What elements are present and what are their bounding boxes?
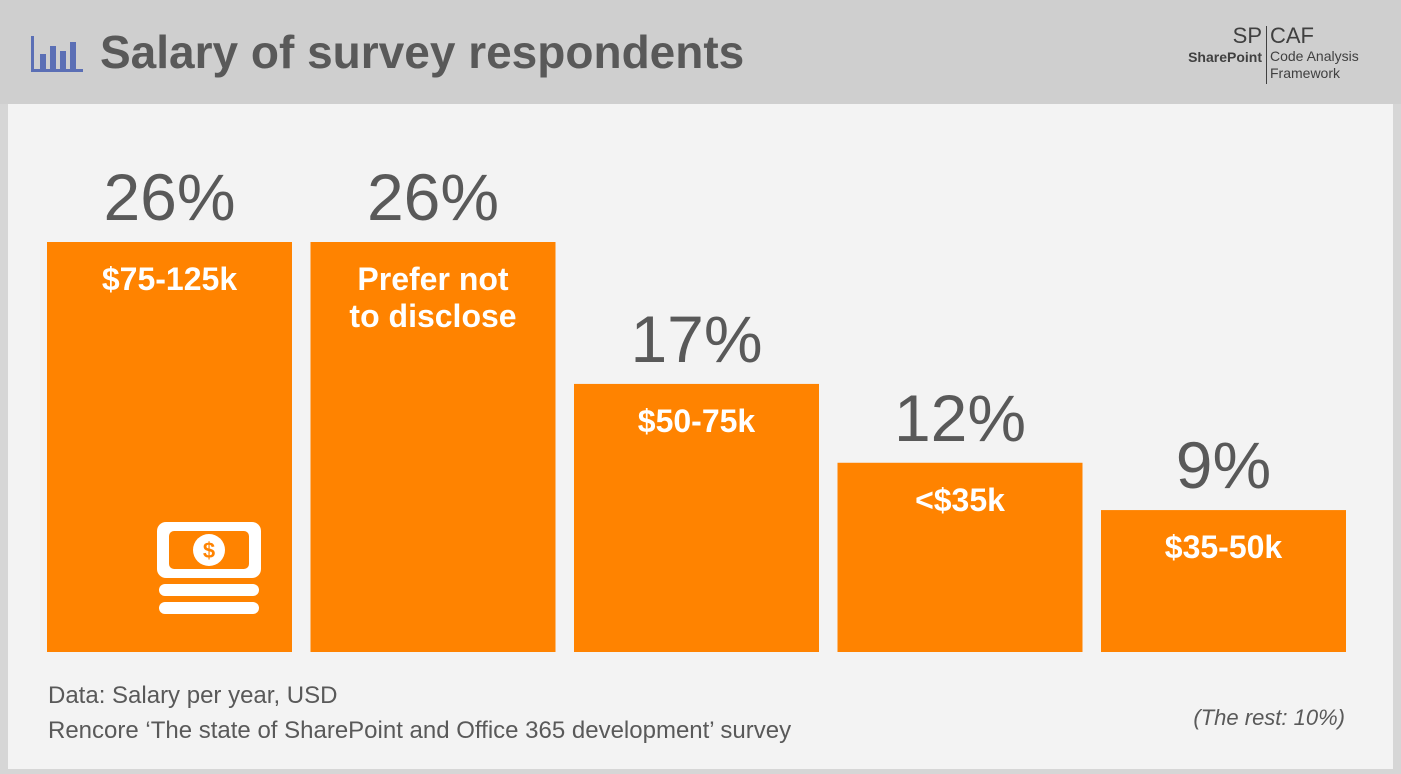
- bar: [574, 383, 819, 652]
- source-note: Rencore ‘The state of SharePoint and Off…: [48, 717, 792, 744]
- rest-note: (The rest: 10%): [1193, 705, 1345, 730]
- bar-value-label: 9%: [1176, 428, 1271, 502]
- logo-right: CAF Code Analysis Framework: [1270, 24, 1359, 82]
- bar-category-label: Prefer not: [357, 261, 508, 297]
- bar-value-label: 12%: [894, 381, 1026, 455]
- dollar-sign: $: [203, 538, 215, 563]
- spcaf-logo: SP SharePoint CAF Code Analysis Framewor…: [1186, 24, 1386, 88]
- logo-caf-text: CAF: [1270, 23, 1314, 48]
- bar-category-label: <$35k: [915, 482, 1005, 518]
- bar-category-label: $35-50k: [1165, 529, 1283, 565]
- bar-chart-icon: [31, 36, 83, 72]
- bar: [47, 242, 292, 652]
- logo-divider: [1266, 26, 1267, 84]
- bar-value-label: 26%: [103, 160, 235, 234]
- logo-left: SP SharePoint: [1188, 24, 1262, 66]
- money-stack-line: [159, 602, 259, 614]
- money-stack-line: [159, 584, 259, 596]
- bar: [1101, 510, 1346, 652]
- money-icon: $: [157, 522, 261, 614]
- header: Salary of survey respondents SP SharePoi…: [0, 0, 1401, 104]
- bar-value-label: 17%: [630, 302, 762, 376]
- chart-area: 26% $75-125k $26% Prefer not to disclose 17% $…: [8, 104, 1393, 769]
- logo-caf-full-text: Code Analysis Framework: [1270, 48, 1359, 81]
- data-note: Data: Salary per year, USD: [48, 682, 338, 709]
- bar: [310, 242, 556, 652]
- bar-category-label: $75-125k: [102, 261, 237, 297]
- logo-sharepoint-text: SharePoint: [1188, 49, 1262, 65]
- bar-value-label: 26%: [367, 160, 499, 234]
- page-title: Salary of survey respondents: [100, 26, 745, 78]
- money-coin: [193, 534, 225, 566]
- logo-sp-text: SP: [1232, 23, 1262, 48]
- bar-category-label: $50-75k: [638, 403, 756, 439]
- bar-category-label: to disclose: [349, 298, 516, 334]
- bar: [837, 462, 1083, 652]
